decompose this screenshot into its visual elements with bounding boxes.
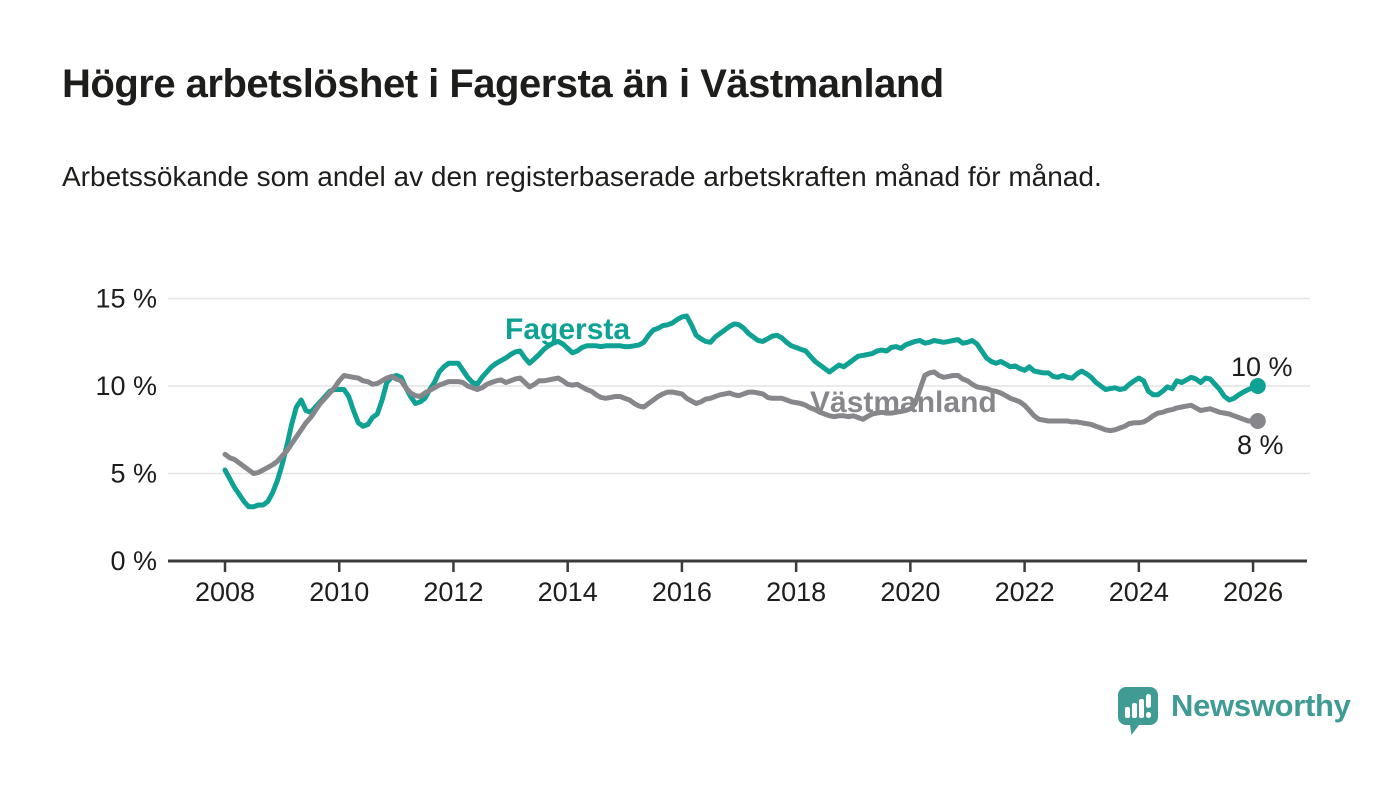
series-line-vastmanland [222, 369, 1261, 476]
x-tick-label-2024: 2024 [1109, 577, 1169, 607]
x-tick-label-2008: 2008 [195, 577, 255, 607]
chart-subtitle: Arbetssökande som andel av den registerb… [62, 161, 1102, 192]
series-end-dot-fagersta [1249, 378, 1266, 394]
y-tick-label-15: 15 % [95, 284, 157, 314]
series-end-dot-vastmanland [1249, 413, 1266, 429]
y-tick-label-10: 10 % [95, 371, 157, 401]
x-tick-label-2016: 2016 [652, 577, 712, 607]
end-value-label-fagersta: 10 % [1231, 352, 1293, 382]
brand-footer: Newsworthy [1117, 686, 1351, 736]
y-tick-label-5: 5 % [110, 459, 157, 489]
series-line-fagersta [222, 313, 1261, 510]
x-tick-label-2012: 2012 [423, 577, 483, 607]
unemployment-line-chart: 2008 2010 2012 2014 2016 2018 2020 2022 2024 2026… [95, 284, 1310, 607]
end-value-label-vastmanland: 8 % [1237, 430, 1284, 460]
series-label-fagersta: Fagersta [505, 313, 631, 346]
x-tick-label-2014: 2014 [538, 577, 598, 607]
brand-name: Newsworthy [1171, 688, 1351, 723]
newsworthy-logo-icon [1118, 687, 1158, 735]
x-tick-label-2026: 2026 [1223, 577, 1283, 607]
x-tick-label-2018: 2018 [766, 577, 826, 607]
chart-area: 2008 2010 2012 2014 2016 2018 2020 2022 2024 2026… [0, 250, 1400, 630]
x-tick-label-2022: 2022 [995, 577, 1055, 607]
x-tick-label-2020: 2020 [880, 577, 940, 607]
series-label-vastmanland: Västmanland [810, 386, 997, 419]
logo-bars-and-exclamation [1125, 694, 1151, 718]
page-title: Högre arbetslöshet i Fagersta än i Västm… [62, 62, 944, 106]
y-tick-label-0: 0 % [110, 546, 157, 576]
x-tick-label-2010: 2010 [309, 577, 369, 607]
